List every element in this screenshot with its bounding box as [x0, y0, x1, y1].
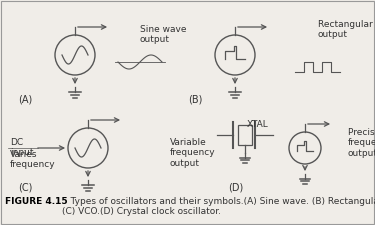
Text: Sine wave
output: Sine wave output	[140, 25, 186, 44]
Text: Precise, stable
frequency
output: Precise, stable frequency output	[348, 128, 375, 158]
Text: (B): (B)	[188, 95, 202, 105]
Text: XTAL: XTAL	[247, 120, 269, 129]
Text: Variable
frequency
output: Variable frequency output	[170, 138, 216, 168]
Text: FIGURE 4.15: FIGURE 4.15	[5, 197, 68, 206]
Text: (D): (D)	[228, 183, 243, 193]
Text: DC
input: DC input	[10, 138, 33, 158]
Bar	[238, 125, 252, 145]
Text: Varies
frequency: Varies frequency	[10, 150, 56, 169]
Text: Types of oscillators and their symbols.(A) Sine wave. (B) Rectangular pulse.
(C): Types of oscillators and their symbols.(…	[62, 197, 375, 216]
Text: (C): (C)	[18, 183, 32, 193]
Text: (A): (A)	[18, 95, 32, 105]
Text: Rectangular wave
output: Rectangular wave output	[318, 20, 375, 39]
